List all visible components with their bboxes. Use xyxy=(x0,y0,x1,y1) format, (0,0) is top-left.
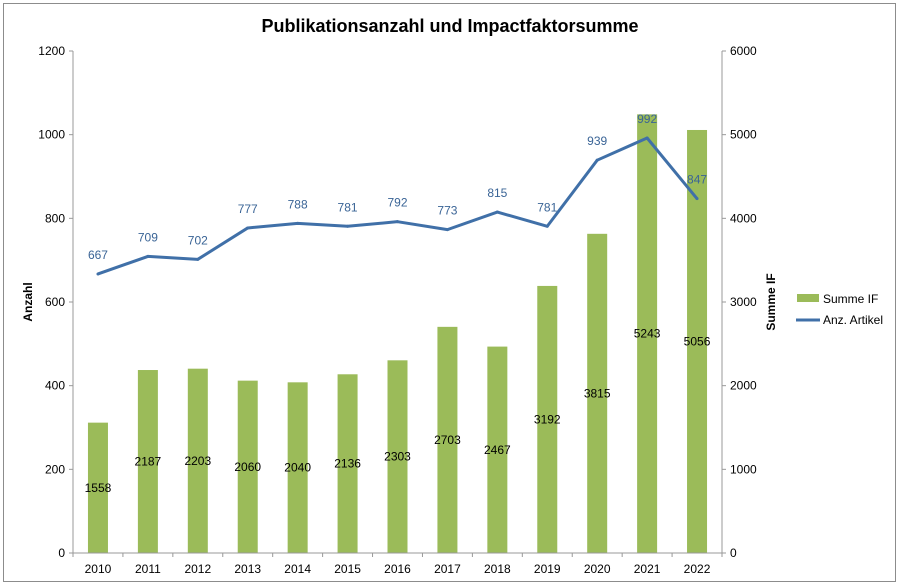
line-data-label: 702 xyxy=(188,233,208,247)
legend: Summe IF Anz. Artikel xyxy=(796,292,883,327)
bar-summe-if-2014 xyxy=(287,382,308,553)
x-tick-label: 2014 xyxy=(284,562,311,576)
y-right-tick-label: 1000 xyxy=(730,462,757,476)
line-data-label: 781 xyxy=(537,200,557,214)
legend-label-summe-if: Summe IF xyxy=(823,292,878,306)
y-left-tick-label: 400 xyxy=(45,379,65,393)
line-data-label: 847 xyxy=(687,173,707,187)
chart-title: Publikationsanzahl und Impactfaktorsumme xyxy=(261,16,638,36)
x-tick-label: 2016 xyxy=(384,562,411,576)
bar-summe-if-2022 xyxy=(687,129,708,554)
line-data-label: 773 xyxy=(437,204,457,218)
bar-data-label: 2060 xyxy=(234,460,261,474)
line-point-2012 xyxy=(196,257,200,261)
line-point-2021 xyxy=(645,136,649,140)
y-right-tick-label: 6000 xyxy=(730,44,757,58)
line-data-label: 992 xyxy=(637,112,657,126)
line-data-label: 709 xyxy=(138,230,158,244)
x-tick-label: 2020 xyxy=(584,562,611,576)
y-right-tick-label: 3000 xyxy=(730,295,757,309)
y-left-tick-label: 1200 xyxy=(38,44,65,58)
y-axis-right-label: Summe IF xyxy=(764,273,778,330)
bar-summe-if-2020 xyxy=(587,233,608,554)
x-tick-label: 2022 xyxy=(684,562,711,576)
x-tick-label: 2021 xyxy=(634,562,661,576)
bar-data-label: 2203 xyxy=(184,454,211,468)
line-point-2018 xyxy=(495,210,499,214)
bar-summe-if-2015 xyxy=(337,374,358,553)
y-right-tick-label: 4000 xyxy=(730,211,757,225)
line-data-label: 939 xyxy=(587,134,607,148)
bar-data-label: 3815 xyxy=(584,386,611,400)
y-right-tick-label: 2000 xyxy=(730,379,757,393)
y-right-tick-label: 0 xyxy=(730,546,737,560)
line-point-2014 xyxy=(296,221,300,225)
y-right-tick-label: 5000 xyxy=(730,128,757,142)
bar-data-label: 2136 xyxy=(334,457,361,471)
x-tick-label: 2011 xyxy=(135,562,161,576)
bar-data-label: 5056 xyxy=(684,334,711,348)
bar-data-label: 3192 xyxy=(534,412,561,426)
bar-data-label: 5243 xyxy=(634,327,661,341)
bar-summe-if-2021 xyxy=(637,114,658,553)
legend-swatch-summe-if xyxy=(797,294,819,302)
y-axis-left-label: Anzahl xyxy=(21,282,35,321)
line-point-2019 xyxy=(545,224,549,228)
line-point-2011 xyxy=(146,254,150,258)
bar-summe-if-2016 xyxy=(387,360,408,553)
line-data-label: 792 xyxy=(387,196,407,210)
bar-summe-if-2011 xyxy=(137,370,158,553)
bar-summe-if-2017 xyxy=(437,326,458,553)
line-point-2022 xyxy=(695,197,699,201)
bar-data-label: 2303 xyxy=(384,450,411,464)
line-point-2017 xyxy=(445,228,449,232)
line-point-2010 xyxy=(96,272,100,276)
bar-data-label: 2187 xyxy=(135,455,162,469)
bar-data-label: 1558 xyxy=(85,481,112,495)
bar-data-label: 2040 xyxy=(284,461,311,475)
chart-frame xyxy=(3,3,896,582)
line-point-2020 xyxy=(595,158,599,162)
bar-summe-if-2018 xyxy=(487,346,508,553)
bar-summe-if-2019 xyxy=(537,285,558,553)
line-data-label: 788 xyxy=(288,197,308,211)
x-tick-label: 2015 xyxy=(334,562,361,576)
line-data-label: 667 xyxy=(88,248,108,262)
x-tick-label: 2010 xyxy=(85,562,112,576)
y-left-tick-label: 800 xyxy=(45,211,65,225)
x-tick-label: 2019 xyxy=(534,562,561,576)
line-data-label: 781 xyxy=(338,200,358,214)
y-left-tick-label: 1000 xyxy=(38,128,65,142)
line-data-label: 815 xyxy=(487,186,507,200)
bar-data-label: 2703 xyxy=(434,433,461,447)
x-tick-label: 2012 xyxy=(184,562,211,576)
bar-data-label: 2467 xyxy=(484,443,511,457)
legend-label-anz-artikel: Anz. Artikel xyxy=(823,313,883,327)
x-tick-label: 2018 xyxy=(484,562,511,576)
bar-summe-if-2012 xyxy=(187,368,208,553)
bar-summe-if-2013 xyxy=(237,380,258,553)
bar-summe-if-2010 xyxy=(87,422,108,553)
line-point-2016 xyxy=(396,220,399,224)
line-point-2015 xyxy=(346,224,350,228)
line-data-label: 777 xyxy=(238,202,258,216)
y-left-tick-label: 0 xyxy=(58,546,65,560)
line-point-2013 xyxy=(246,226,250,230)
x-tick-label: 2013 xyxy=(234,562,261,576)
x-tick-label: 2017 xyxy=(434,562,461,576)
y-left-tick-label: 600 xyxy=(45,295,65,309)
y-left-tick-label: 200 xyxy=(45,462,65,476)
